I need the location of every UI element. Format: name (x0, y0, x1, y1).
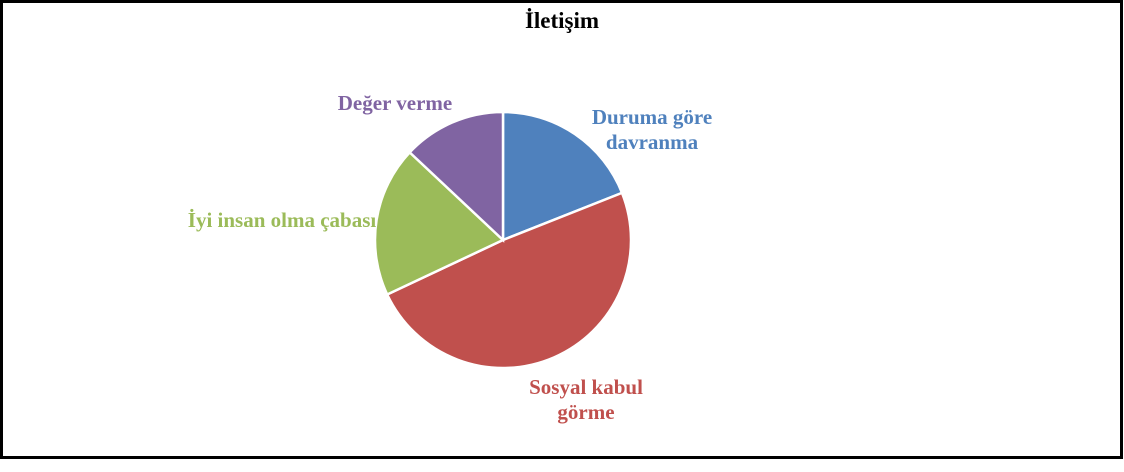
chart-frame (0, 0, 1123, 459)
slice-label: İyi insan olma çabası (187, 207, 377, 232)
pie-slice (501, 110, 624, 242)
slice-label: Sosyal kabul görme (529, 375, 643, 424)
pie-slice (407, 110, 505, 243)
slice-label: Duruma göre davranma (591, 105, 713, 154)
slice-label: Değer verme (337, 90, 453, 115)
pie-slice (385, 191, 633, 370)
chart-title: İletişim (524, 8, 600, 33)
pie-slice (373, 150, 506, 297)
